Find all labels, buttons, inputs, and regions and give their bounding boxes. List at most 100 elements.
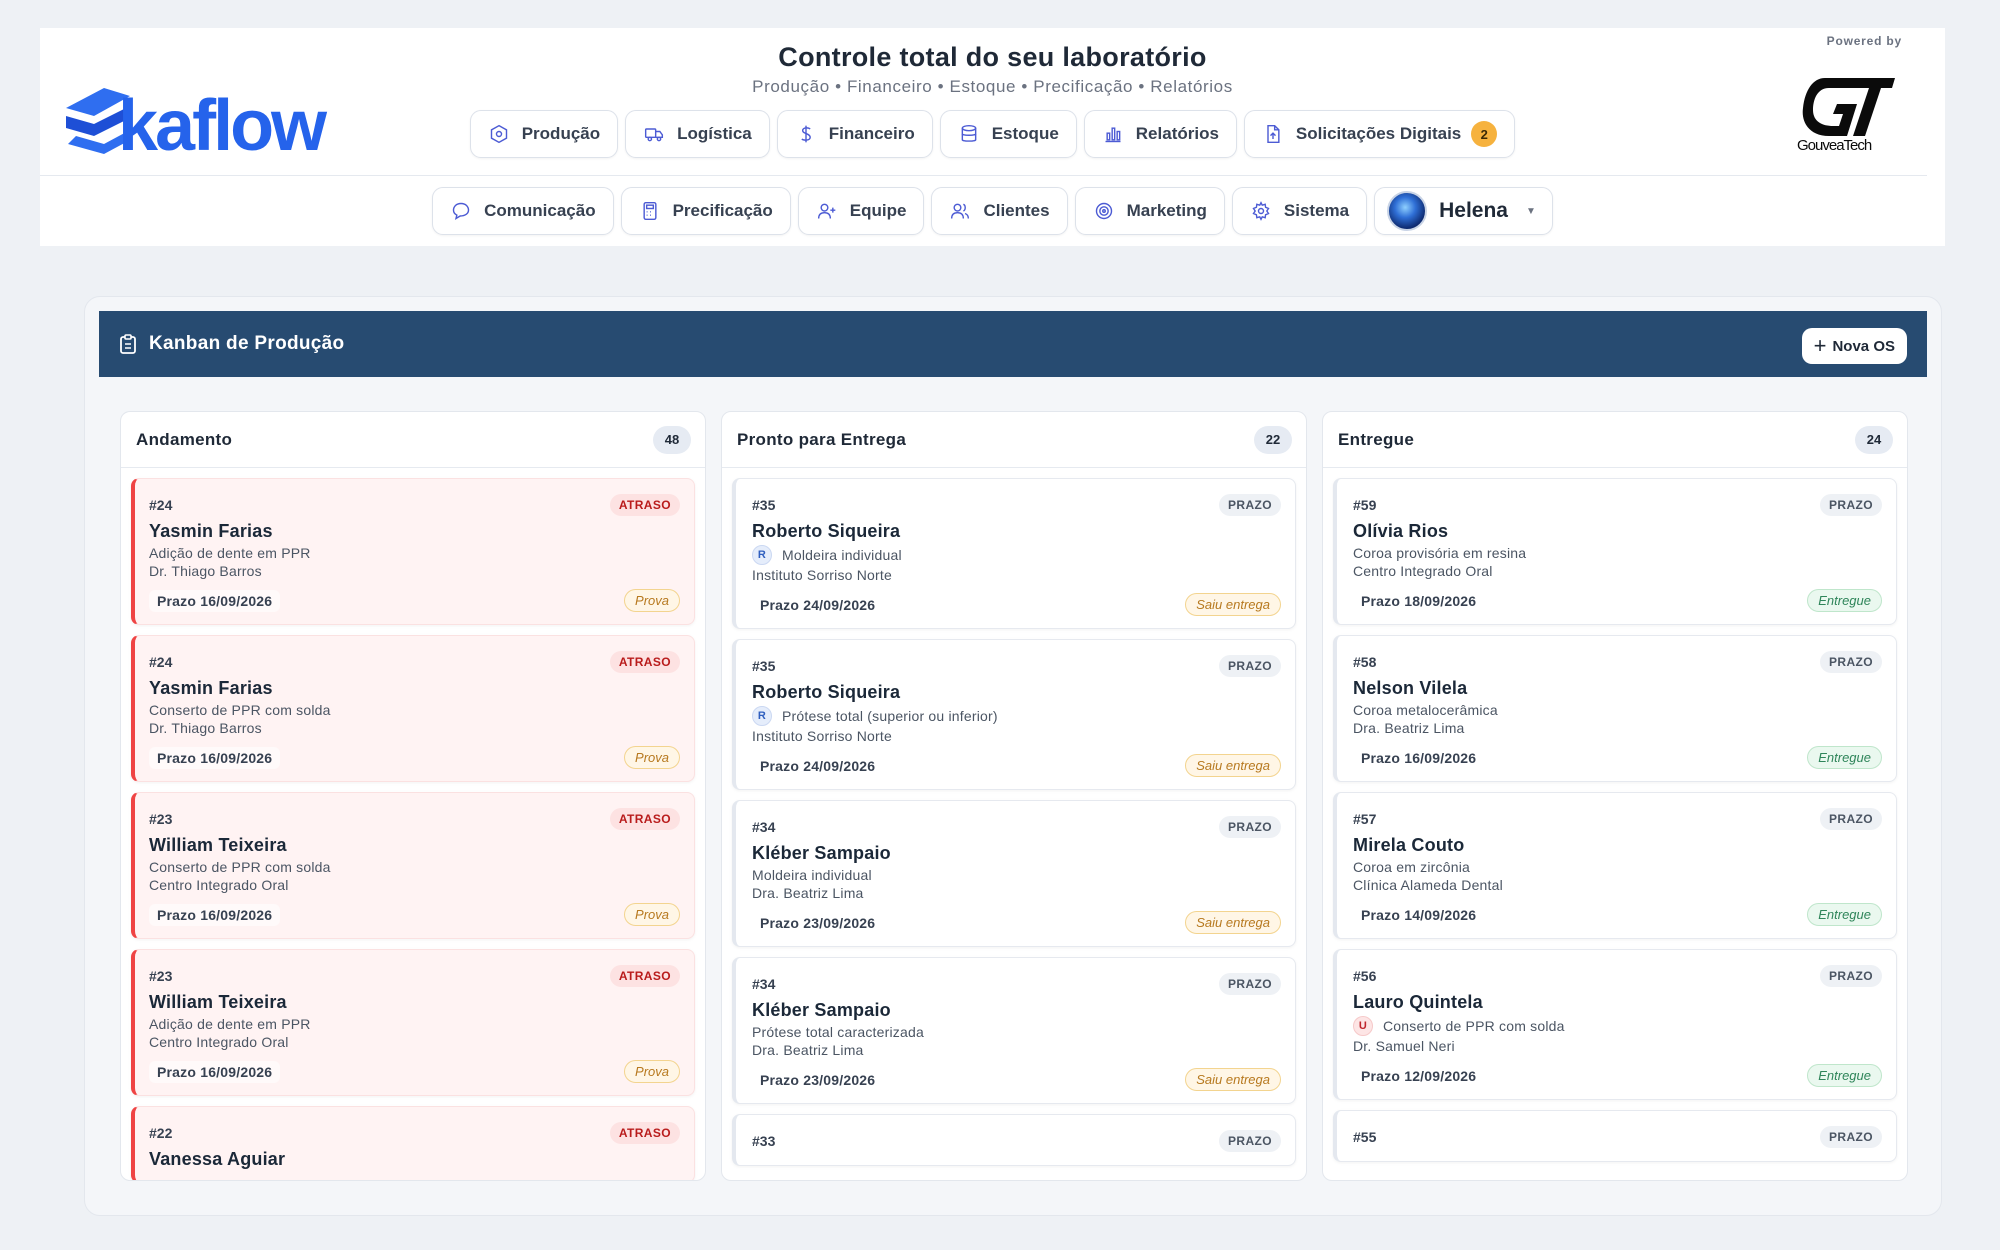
gear-icon <box>1250 200 1272 222</box>
order-card[interactable]: #57 PRAZO Mirela Couto Coroa em zircônia … <box>1333 792 1897 939</box>
due-date: Prazo 16/09/2026 <box>149 746 281 769</box>
column-title: Entregue <box>1338 429 1415 449</box>
order-number: #58 <box>1353 654 1377 670</box>
nav-estoque[interactable]: Estoque <box>939 110 1077 158</box>
bar-chart-icon <box>1102 123 1124 145</box>
order-number: #23 <box>149 968 173 984</box>
client-name: Centro Integrado Oral <box>149 1034 289 1050</box>
nav-sistema[interactable]: Sistema <box>1231 187 1368 235</box>
nav-label: Produção <box>521 124 601 143</box>
patient-name: Lauro Quintela <box>1353 992 1483 1012</box>
service-row: R Prótese total (superior ou inferior) <box>752 706 1281 726</box>
order-card[interactable]: #24 ATRASO Yasmin Farias Adição de dente … <box>131 478 695 625</box>
plus-icon: + <box>1813 333 1827 358</box>
status-badge: PRAZO <box>1820 651 1882 673</box>
nav-logistica[interactable]: Logística <box>625 110 770 158</box>
order-card[interactable]: #23 ATRASO William Teixeira Conserto de P… <box>131 792 695 939</box>
client-name: Centro Integrado Oral <box>1353 563 1493 579</box>
stage-pill: Prova <box>624 746 680 769</box>
client-name: Instituto Sorriso Norte <box>752 567 892 583</box>
order-card[interactable]: #56 PRAZO Lauro Quintela U Conserto de PPR… <box>1333 949 1897 1100</box>
order-card[interactable]: #22 ATRASO Vanessa Aguiar <box>131 1106 695 1180</box>
patient-name: William Teixeira <box>149 992 287 1012</box>
priority-letter: R <box>752 706 772 726</box>
order-card[interactable]: #23 ATRASO William Teixeira Adição de den… <box>131 949 695 1096</box>
secondary-nav: Comunicação Precificação Equipe Clientes… <box>40 187 1945 235</box>
app-header: kaflow Controle total do seu laboratório… <box>40 28 1945 246</box>
service-name: Conserto de PPR com solda <box>149 859 331 875</box>
priority-letter: R <box>752 545 772 565</box>
nav-equipe[interactable]: Equipe <box>797 187 925 235</box>
patient-name: Roberto Siqueira <box>752 521 901 541</box>
patient-name: Kléber Sampaio <box>752 1000 891 1020</box>
logo-wordmark: kaflow <box>118 86 328 166</box>
nav-label: Clientes <box>983 201 1050 220</box>
order-card[interactable]: #59 PRAZO Olívia Rios Coroa provisória em… <box>1333 478 1897 625</box>
stage-pill: Prova <box>624 1060 680 1083</box>
patient-name: Vanessa Aguiar <box>149 1149 286 1169</box>
nav-label: Estoque <box>991 124 1059 143</box>
nav-comunicacao[interactable]: Comunicação <box>432 187 614 235</box>
order-card[interactable]: #35 PRAZO Roberto Siqueira R Prótese total… <box>732 639 1296 790</box>
order-number: #33 <box>752 1133 776 1149</box>
user-menu[interactable]: Helena ▼ <box>1374 187 1553 235</box>
app-subtitle: Produção • Financeiro • Estoque • Precif… <box>752 77 1233 96</box>
column-count: 48 <box>653 425 691 454</box>
users-icon <box>949 200 971 222</box>
nav-relatorios[interactable]: Relatórios <box>1083 110 1237 158</box>
avatar <box>1387 191 1428 231</box>
order-number: #59 <box>1353 497 1377 513</box>
patient-name: Roberto Siqueira <box>752 682 901 702</box>
patient-name: Kléber Sampaio <box>752 843 891 863</box>
order-card[interactable]: #24 ATRASO Yasmin Farias Conserto de PPR … <box>131 635 695 782</box>
stage-pill: Entregue <box>1807 903 1882 926</box>
due-date: Prazo 23/09/2026 <box>752 1068 884 1091</box>
dollar-icon <box>795 123 817 145</box>
new-order-label: Nova OS <box>1832 337 1895 355</box>
order-number: #56 <box>1353 968 1377 984</box>
client-name: Dra. Beatriz Lima <box>752 1042 864 1058</box>
calculator-icon <box>639 200 661 222</box>
nav-precificacao[interactable]: Precificação <box>620 187 791 235</box>
order-card[interactable]: #34 PRAZO Kléber Sampaio Prótese total ca… <box>732 957 1296 1104</box>
order-card[interactable]: #35 PRAZO Roberto Siqueira R Moldeira indi… <box>732 478 1296 629</box>
new-order-button[interactable]: + Nova OS <box>1801 328 1907 364</box>
chevron-down-icon: ▼ <box>1525 205 1536 217</box>
order-card[interactable]: #33 PRAZO <box>732 1114 1296 1166</box>
order-number: #55 <box>1353 1129 1377 1145</box>
nav-financeiro[interactable]: Financeiro <box>776 110 933 158</box>
patient-name: Olívia Rios <box>1353 521 1449 541</box>
user-name: Helena <box>1439 199 1508 222</box>
header-divider <box>40 175 1927 176</box>
primary-nav: Produção Logística Financeiro Estoque Re… <box>40 110 1945 158</box>
status-badge: PRAZO <box>1219 1130 1281 1152</box>
stage-pill: Saiu entrega <box>1185 754 1281 777</box>
due-date: Prazo 16/09/2026 <box>149 1060 281 1083</box>
stage-pill: Saiu entrega <box>1185 593 1281 616</box>
status-badge: ATRASO <box>609 1122 680 1144</box>
patient-name: Yasmin Farias <box>149 521 273 541</box>
nav-clientes[interactable]: Clientes <box>931 187 1068 235</box>
service-name: Conserto de PPR com solda <box>149 702 331 718</box>
service-name: Prótese total caracterizada <box>752 1024 924 1040</box>
chat-bubble-icon <box>450 200 472 222</box>
nav-label: Sistema <box>1283 201 1350 220</box>
column-count: 22 <box>1254 425 1292 454</box>
client-name: Dra. Beatriz Lima <box>752 885 864 901</box>
status-badge: ATRASO <box>609 494 680 516</box>
nav-label: Financeiro <box>828 124 915 143</box>
order-card[interactable]: #58 PRAZO Nelson Vilela Coroa metalocerâm… <box>1333 635 1897 782</box>
nav-solicitacoes-digitais[interactable]: Solicitações Digitais 2 <box>1243 110 1516 158</box>
patient-name: Nelson Vilela <box>1353 678 1468 698</box>
status-badge: PRAZO <box>1820 808 1882 830</box>
status-badge: PRAZO <box>1219 655 1281 677</box>
nav-label: Solicitações Digitais <box>1295 124 1462 143</box>
order-card[interactable]: #34 PRAZO Kléber Sampaio Moldeira individ… <box>732 800 1296 947</box>
due-date: Prazo 16/09/2026 <box>149 589 281 612</box>
skaflow-logo[interactable]: kaflow <box>58 66 378 166</box>
column-count: 24 <box>1855 425 1893 454</box>
order-card[interactable]: #55 PRAZO <box>1333 1110 1897 1162</box>
column-title: Pronto para Entrega <box>737 429 907 449</box>
nav-marketing[interactable]: Marketing <box>1074 187 1225 235</box>
nav-producao[interactable]: Produção <box>469 110 619 158</box>
